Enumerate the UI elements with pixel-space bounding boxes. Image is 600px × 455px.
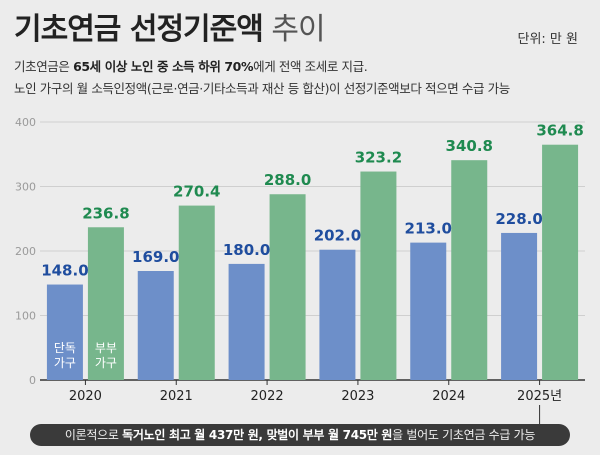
bar-couple — [87, 227, 124, 380]
x-tick-label: 2020 — [69, 389, 102, 404]
bar-couple — [542, 144, 579, 380]
data-label-single: 202.0 — [314, 227, 361, 245]
x-tick-label: 2022 — [251, 389, 284, 404]
data-label-couple: 288.0 — [264, 171, 311, 189]
x-tick-label: 2025년 — [517, 389, 562, 404]
bar-single — [46, 284, 83, 380]
chart-title: 기초연금 선정기준액 추이 — [14, 12, 326, 47]
x-tick-label: 2024 — [432, 389, 465, 404]
legend-label-couple: 가구 — [95, 356, 117, 370]
bar-couple — [178, 205, 215, 380]
footer-note: 이론적으로 독거노인 최고 월 437만 원, 맞벌이 부부 월 745만 원을… — [30, 424, 570, 446]
data-label-couple: 364.8 — [536, 122, 583, 140]
legend-label-single: 단독 — [54, 341, 76, 355]
bar-single — [137, 270, 174, 380]
data-label-single: 213.0 — [405, 220, 452, 238]
bar-single — [501, 232, 538, 380]
data-label-single: 228.0 — [495, 210, 542, 228]
data-label-single: 169.0 — [132, 248, 179, 266]
y-tick-label: 100 — [15, 310, 36, 323]
bar-single — [228, 263, 265, 380]
y-tick-label: 0 — [29, 374, 36, 387]
bar-couple — [360, 171, 397, 380]
description-line-2: 노인 가구의 월 소득인정액(근로·연금·기타소득과 재산 등 합산)이 선정기… — [14, 81, 510, 96]
data-label-couple: 340.8 — [446, 137, 493, 155]
x-tick-label: 2023 — [341, 389, 374, 404]
legend-label-single: 가구 — [54, 356, 76, 370]
bar-single — [410, 242, 447, 380]
bar-couple — [451, 160, 488, 380]
bar-single — [319, 249, 356, 380]
data-label-couple: 270.4 — [173, 183, 220, 201]
legend-label-couple: 부부 — [95, 341, 117, 355]
data-label-single: 148.0 — [41, 262, 88, 280]
bar-couple — [269, 194, 306, 380]
y-tick-label: 300 — [15, 181, 36, 194]
data-label-single: 180.0 — [223, 241, 270, 259]
y-tick-label: 200 — [15, 245, 36, 258]
y-tick-label: 400 — [15, 116, 36, 129]
unit-label: 단위: 만 원 — [517, 32, 579, 47]
data-label-couple: 236.8 — [82, 204, 129, 222]
data-label-couple: 323.2 — [355, 149, 402, 167]
description-line-1: 기초연금은 65세 이상 노인 중 소득 하위 70%에게 전액 조세로 지급. — [14, 59, 368, 74]
x-tick-label: 2021 — [160, 389, 193, 404]
